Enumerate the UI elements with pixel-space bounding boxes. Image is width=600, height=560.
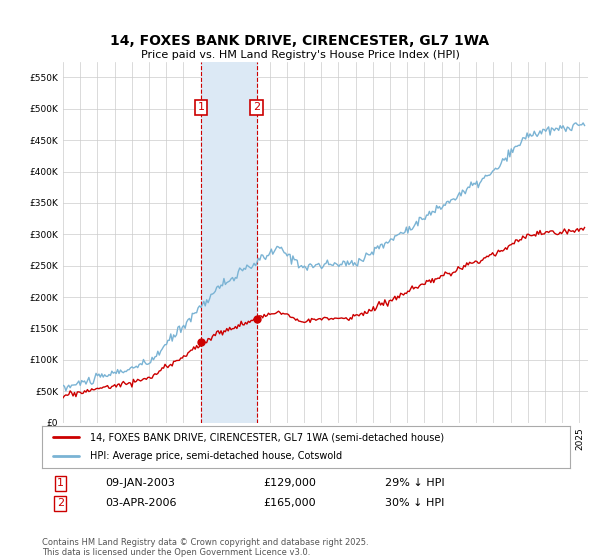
Text: 09-JAN-2003: 09-JAN-2003 — [106, 478, 175, 488]
Text: £129,000: £129,000 — [264, 478, 317, 488]
Text: Contains HM Land Registry data © Crown copyright and database right 2025.
This d: Contains HM Land Registry data © Crown c… — [42, 538, 368, 557]
Text: 2: 2 — [253, 102, 260, 113]
Bar — [201, 62, 257, 423]
Text: 1: 1 — [57, 478, 64, 488]
Text: 03-APR-2006: 03-APR-2006 — [106, 498, 177, 508]
Text: 1: 1 — [198, 102, 205, 113]
Text: 14, FOXES BANK DRIVE, CIRENCESTER, GL7 1WA (semi-detached house): 14, FOXES BANK DRIVE, CIRENCESTER, GL7 1… — [89, 432, 443, 442]
Text: £165,000: £165,000 — [264, 498, 316, 508]
Text: HPI: Average price, semi-detached house, Cotswold: HPI: Average price, semi-detached house,… — [89, 451, 341, 461]
Text: 29% ↓ HPI: 29% ↓ HPI — [385, 478, 445, 488]
Text: 30% ↓ HPI: 30% ↓ HPI — [385, 498, 445, 508]
Text: Price paid vs. HM Land Registry's House Price Index (HPI): Price paid vs. HM Land Registry's House … — [140, 50, 460, 60]
Text: 2: 2 — [57, 498, 64, 508]
Text: 14, FOXES BANK DRIVE, CIRENCESTER, GL7 1WA: 14, FOXES BANK DRIVE, CIRENCESTER, GL7 1… — [110, 34, 490, 48]
